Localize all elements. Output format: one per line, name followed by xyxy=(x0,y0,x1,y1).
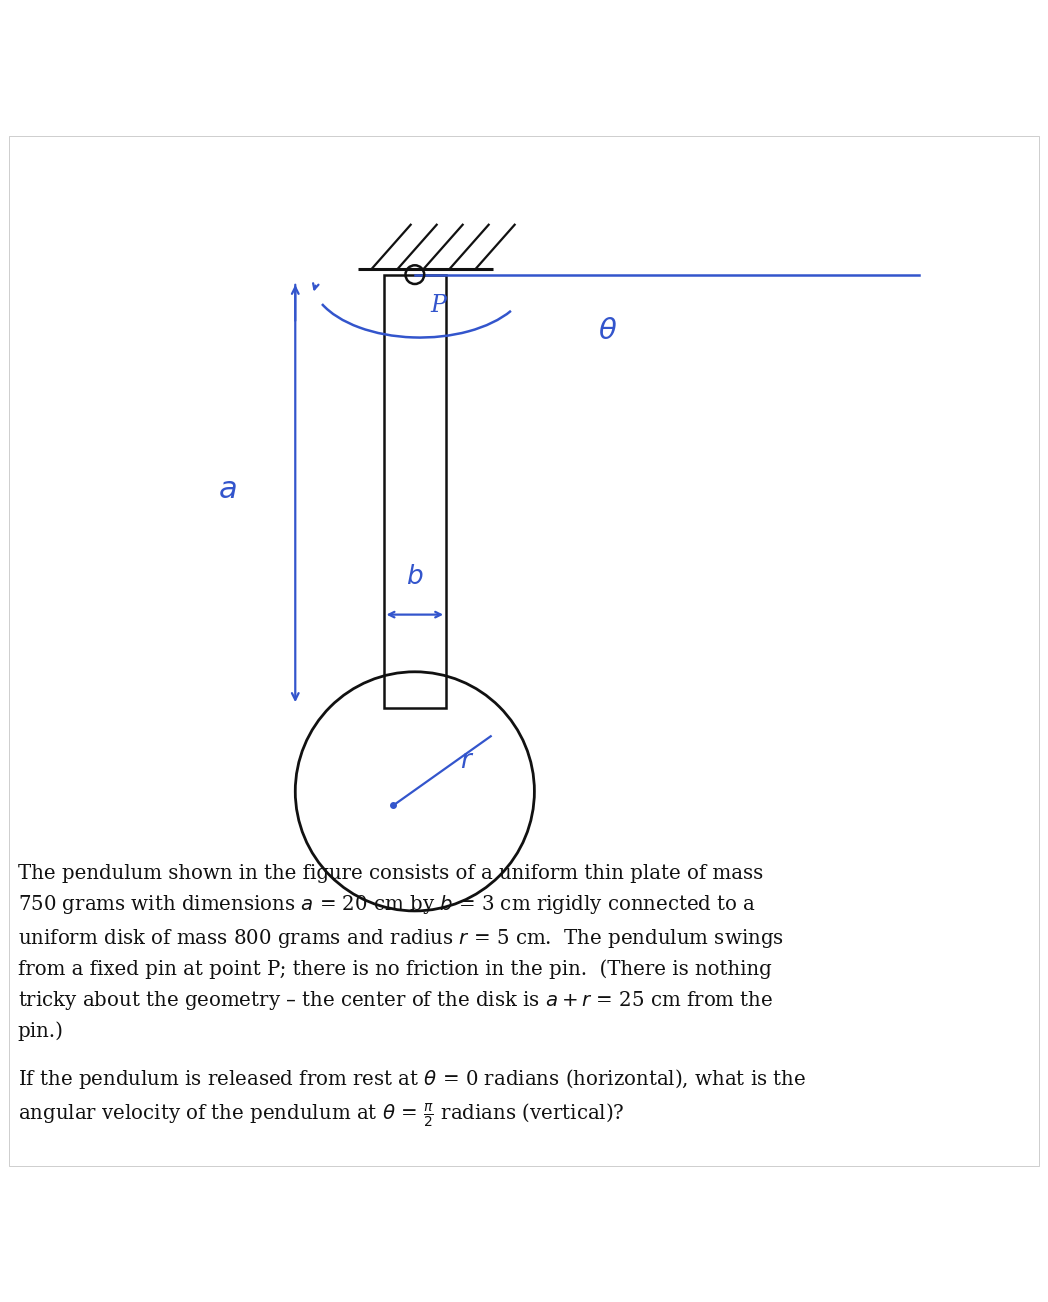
Text: $b$: $b$ xyxy=(406,564,423,589)
Text: The pendulum shown in the figure consists of a uniform thin plate of mass
750 gr: The pendulum shown in the figure consist… xyxy=(18,865,784,1040)
Text: P: P xyxy=(431,294,446,318)
Text: If the pendulum is released from rest at $\theta$ = 0 radians (horizontal), what: If the pendulum is released from rest at… xyxy=(18,1066,806,1130)
Text: $a$: $a$ xyxy=(218,474,237,505)
Text: $r$: $r$ xyxy=(459,747,474,772)
Text: $\theta$: $\theta$ xyxy=(597,316,617,345)
